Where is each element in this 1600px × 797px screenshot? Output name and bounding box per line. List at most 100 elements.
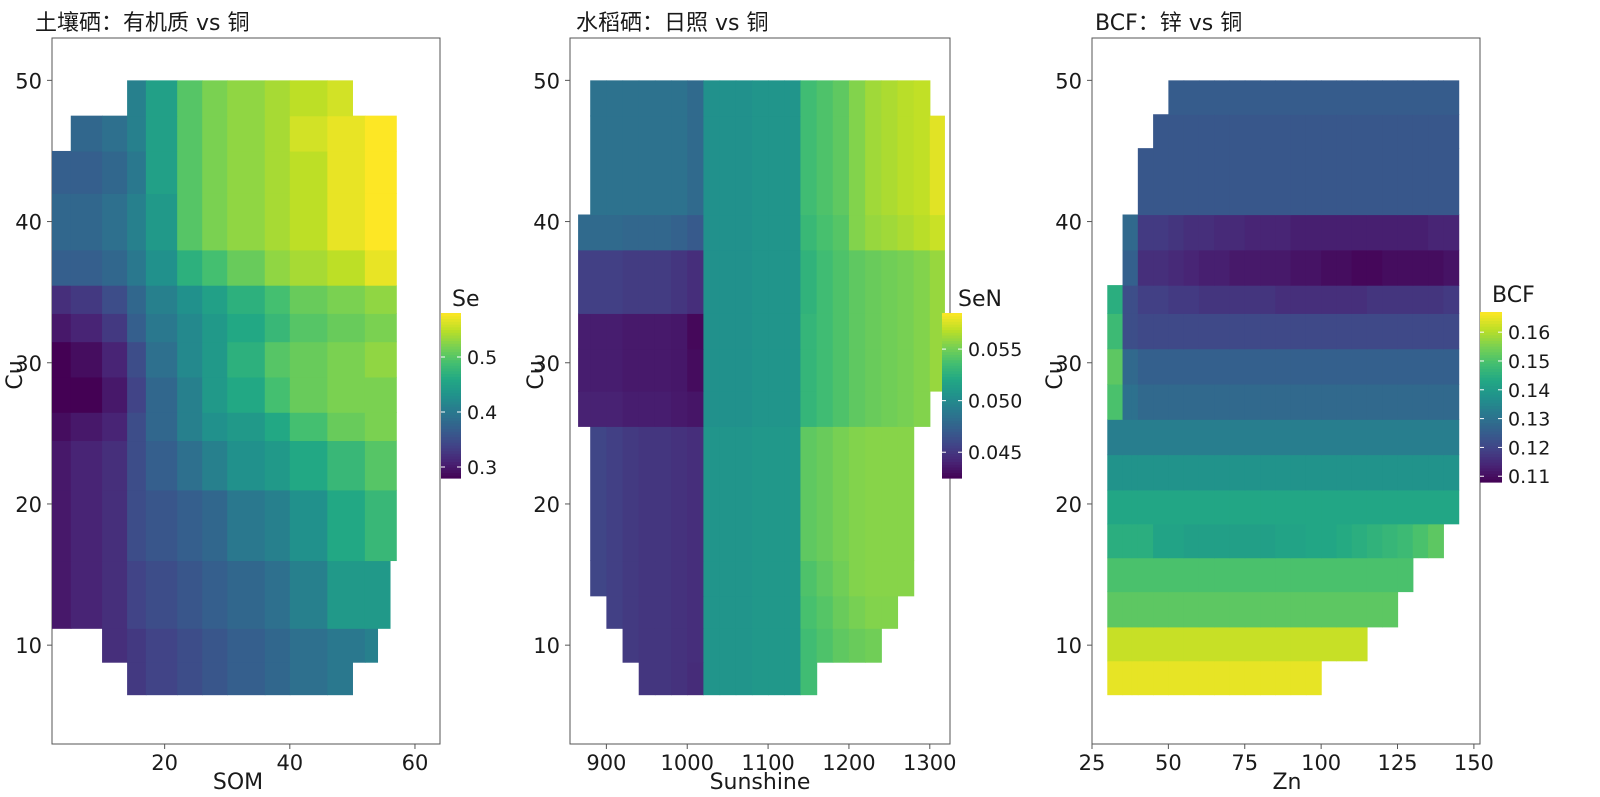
heatmap-cell	[127, 115, 147, 152]
colorbar-segment	[441, 461, 461, 465]
heatmap-cell	[202, 115, 228, 152]
heatmap-cell	[784, 214, 802, 251]
heatmap-cell	[1229, 523, 1246, 559]
heatmap-cell	[768, 249, 785, 314]
x-tick-label: 25	[1079, 751, 1106, 775]
colorbar-segment	[942, 381, 962, 386]
colorbar-segment	[1480, 320, 1502, 324]
heatmap-cell	[1131, 383, 1139, 420]
colorbar-tick-label: 0.16	[1508, 322, 1550, 344]
heatmap-cell	[687, 560, 704, 597]
heatmap-cell	[1336, 591, 1353, 628]
heatmap-cell	[1214, 214, 1231, 251]
heatmap-cell	[364, 285, 397, 314]
heatmap-cell	[1290, 523, 1307, 559]
colorbar-segment	[1480, 334, 1502, 339]
heatmap-cell	[1198, 148, 1215, 216]
heatmap-cell	[145, 628, 178, 663]
x-axis-ticks: 25 50 75 100 125 150	[1079, 744, 1494, 775]
heatmap-cell	[832, 313, 850, 350]
heatmap-cell	[364, 193, 397, 251]
heatmap-cell	[703, 80, 721, 117]
heatmap-cell	[264, 376, 291, 413]
heatmap-cell	[1198, 626, 1215, 662]
heatmap-cell	[1382, 114, 1399, 149]
heatmap-cell	[1428, 523, 1444, 559]
heatmap-cell	[1321, 114, 1338, 149]
colorbar-segment	[942, 395, 962, 399]
heatmap-cell	[1428, 214, 1444, 251]
heatmap-cell	[1198, 214, 1215, 251]
heatmap-cell	[913, 115, 931, 216]
colorbar-segment	[1480, 377, 1502, 381]
heatmap-cell	[127, 313, 147, 343]
x-tick-label: 40	[276, 751, 303, 775]
heatmap-cell	[202, 341, 228, 378]
heatmap-cell	[751, 348, 769, 392]
heatmap-cell	[145, 313, 178, 343]
heatmap-cell	[227, 150, 266, 194]
heatmap-cell	[1183, 557, 1200, 593]
heatmap-cell	[1412, 419, 1429, 456]
heatmap-cell	[703, 662, 721, 696]
colorbar-segment	[942, 417, 962, 421]
heatmap-cell	[687, 628, 704, 663]
heatmap-cell	[1153, 489, 1169, 525]
colorbar-segment	[942, 447, 962, 452]
heatmap-cell	[1244, 80, 1261, 115]
heatmap-cell	[1229, 348, 1246, 385]
heatmap-cell	[1260, 523, 1276, 559]
heatmap-cell	[1183, 214, 1200, 251]
heatmap-cell	[768, 595, 785, 629]
heatmap-cell	[102, 489, 128, 562]
heatmap-cell	[327, 341, 366, 378]
heatmap-cell	[703, 115, 721, 216]
heatmap-cell	[1336, 557, 1353, 593]
x-axis-ticks: 20 40 60	[151, 744, 428, 775]
heatmap-cell	[1290, 249, 1307, 286]
heatmap-cell	[1382, 249, 1399, 286]
colorbar-segment	[1480, 365, 1502, 370]
heatmap-cell	[264, 489, 291, 562]
colorbar-segment	[441, 409, 461, 413]
colorbar-tick-label: 0.14	[1508, 380, 1550, 402]
heatmap-cell	[703, 560, 721, 597]
heatmap-cell	[327, 150, 366, 194]
heatmap-cell	[654, 80, 672, 117]
heatmap-cell	[881, 348, 899, 392]
heatmap-cell	[1275, 348, 1292, 385]
heatmap-cell	[127, 560, 147, 629]
colorbar-segment	[942, 335, 962, 339]
heatmap-cell	[1443, 489, 1460, 525]
colorbar-segment	[1480, 422, 1502, 426]
heatmap-cell	[671, 595, 688, 629]
colorbar-segment	[441, 326, 461, 331]
heatmap-cell	[1290, 114, 1307, 149]
heatmap-cell	[590, 313, 607, 350]
heatmap-cell	[145, 150, 178, 194]
heatmap-cell	[102, 628, 128, 663]
heatmap-cell	[1131, 454, 1139, 491]
heatmap-cell	[202, 662, 228, 696]
heatmap-cell	[622, 115, 640, 216]
heatmap-cell	[1107, 348, 1124, 385]
colorbar-segment	[1480, 456, 1502, 460]
colorbar-segment	[942, 461, 962, 465]
heatmap-cell	[897, 214, 915, 251]
legend-title: Se	[452, 287, 480, 312]
heatmap-cell	[1198, 383, 1215, 420]
colorbar-segment	[441, 337, 461, 342]
colorbar-segment	[1480, 346, 1502, 350]
heatmap-cell	[289, 376, 328, 413]
colorbar-segment	[441, 420, 461, 424]
heatmap-cell	[127, 662, 147, 696]
heatmap-cell	[1428, 454, 1444, 491]
colorbar: 0.3 0.4 0.5	[441, 313, 497, 479]
heatmap-cell	[264, 341, 291, 378]
heatmap-cell	[1351, 313, 1368, 350]
colorbar-segment	[1480, 382, 1502, 387]
colorbar-segment	[942, 467, 962, 471]
colorbar-segment	[1480, 391, 1502, 395]
heatmap-cell	[1137, 348, 1154, 385]
heatmap-cell	[897, 560, 915, 597]
